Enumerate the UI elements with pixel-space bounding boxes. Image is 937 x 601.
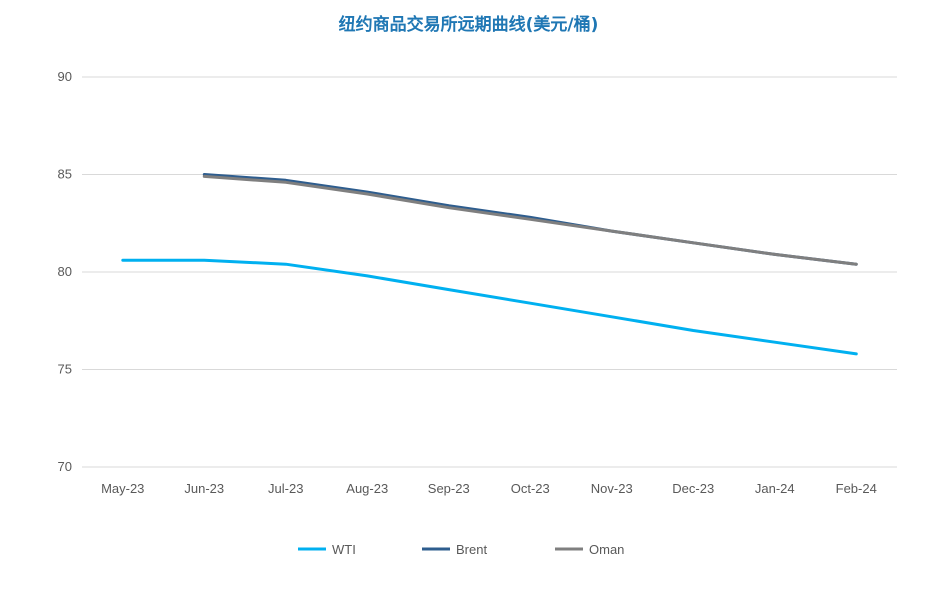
x-axis-ticks: May-23 Jun-23 Jul-23 Aug-23 Sep-23 Oct-23 Nov-… xyxy=(101,481,877,496)
series-lines xyxy=(121,173,858,356)
x-tick-label: Jun-23 xyxy=(184,481,224,496)
x-tick-label: Feb-24 xyxy=(836,481,877,496)
y-tick-label: 90 xyxy=(58,69,72,84)
x-tick-label: Nov-23 xyxy=(591,481,633,496)
x-tick-label: Dec-23 xyxy=(672,481,714,496)
x-tick-label: Jan-24 xyxy=(755,481,795,496)
legend-label-brent: Brent xyxy=(456,542,487,557)
y-axis-ticks: 70 75 80 85 90 xyxy=(58,69,72,474)
x-tick-label: Oct-23 xyxy=(511,481,550,496)
y-tick-label: 80 xyxy=(58,264,72,279)
x-tick-label: Aug-23 xyxy=(346,481,388,496)
x-tick-label: May-23 xyxy=(101,481,144,496)
y-tick-label: 75 xyxy=(58,362,72,377)
x-tick-label: Jul-23 xyxy=(268,481,303,496)
series-line-oman xyxy=(202,174,858,266)
legend: WTI Brent Oman xyxy=(298,542,624,557)
y-tick-label: 85 xyxy=(58,167,72,182)
gridlines xyxy=(82,76,897,468)
series-line-wti xyxy=(121,258,858,356)
y-tick-label: 70 xyxy=(58,459,72,474)
x-tick-label: Sep-23 xyxy=(428,481,470,496)
legend-label-oman: Oman xyxy=(589,542,624,557)
legend-label-wti: WTI xyxy=(332,542,356,557)
chart-title: 纽约商品交易所远期曲线(美元/桶) xyxy=(338,15,599,35)
